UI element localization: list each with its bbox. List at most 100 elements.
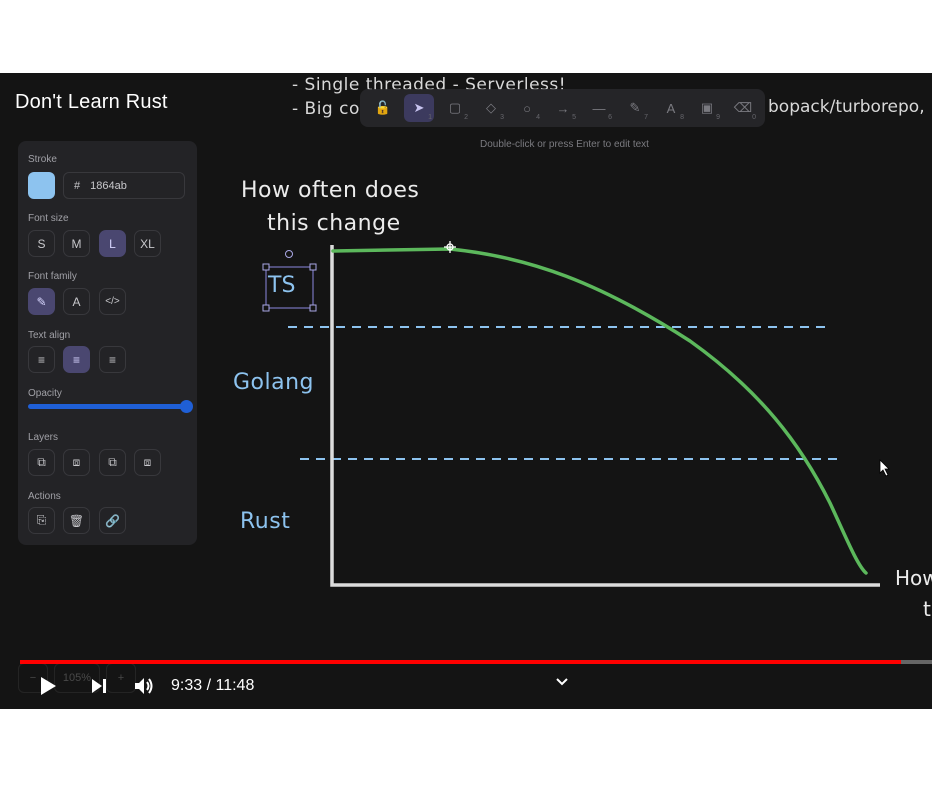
rotate-handle[interactable] — [285, 250, 293, 258]
tool-shortcut-key: 1 — [428, 114, 432, 121]
change-frequency-curve — [331, 247, 868, 575]
scribble-line-2: - Big co — [292, 99, 360, 119]
hex-value: 1864ab — [90, 179, 127, 192]
font-size-xl-button[interactable]: XL — [134, 230, 161, 257]
play-icon[interactable] — [38, 675, 58, 697]
send-to-back-icon: ⧉ — [37, 455, 46, 469]
bring-forward-icon: ⧉ — [108, 455, 117, 469]
text-icon: A — [666, 100, 676, 116]
tool-shortcut-key: 3 — [500, 114, 504, 121]
progress-bar-played — [20, 660, 901, 664]
line-icon: — — [592, 100, 606, 116]
edge-label-2: t — [923, 597, 931, 621]
bring-forward-button[interactable]: ⧉ — [99, 449, 126, 476]
send-backward-button[interactable]: ⧈ — [63, 449, 90, 476]
align-center-button[interactable]: ≡ — [63, 346, 90, 373]
scribble-line-2-end: bopack/turborepo, — [768, 97, 925, 117]
diamond-tool[interactable]: ◇ 3 — [476, 94, 506, 122]
chevron-down-icon[interactable] — [555, 675, 569, 689]
arrow-icon: → — [556, 100, 570, 116]
line-tool[interactable]: —6 — [584, 94, 614, 122]
font-normal-button[interactable]: A — [63, 288, 90, 315]
lock-tool[interactable]: 🔓 — [368, 94, 398, 122]
stroke-color-swatch[interactable] — [28, 172, 55, 199]
code-icon: </> — [105, 296, 120, 307]
stroke-hex-input[interactable]: # 1864ab — [63, 172, 185, 199]
select-tool[interactable]: ➤ 1 — [404, 94, 434, 122]
link-icon: 🔗 — [105, 513, 120, 528]
bring-to-front-icon: ⧈ — [143, 455, 152, 469]
font-size-label: Font size — [28, 213, 69, 224]
eraser-icon: ⌫ — [733, 100, 753, 115]
time-display: 9:33 / 11:48 — [171, 677, 254, 695]
font-hand-drawn-button[interactable]: ✎ — [28, 288, 55, 315]
move-cursor-icon — [444, 241, 456, 253]
mouse-pointer-icon — [879, 459, 890, 477]
pencil-icon: ✎ — [36, 294, 47, 309]
ellipse-tool[interactable]: ○ 4 — [512, 94, 542, 122]
image-tool[interactable]: ▣ 9 — [692, 94, 722, 122]
opacity-slider-track[interactable] — [28, 404, 186, 409]
font-size-s-button[interactable]: S — [28, 230, 55, 257]
tool-shortcut-key: 7 — [644, 114, 648, 121]
player-controls: 9:33 / 11:48 — [0, 669, 932, 703]
tool-shortcut-key: 2 — [464, 114, 468, 121]
font-size-m-button[interactable]: M — [63, 230, 90, 257]
align-right-icon: ≡ — [108, 352, 116, 367]
ts-label[interactable]: TS — [268, 273, 296, 298]
opacity-label: Opacity — [28, 388, 62, 399]
text-align-label: Text align — [28, 330, 71, 341]
resize-handle-br[interactable] — [309, 304, 317, 312]
selection-box[interactable] — [265, 266, 314, 309]
tool-shortcut-key: 9 — [716, 114, 720, 121]
current-time: 9:33 — [171, 677, 203, 694]
arrow-tool[interactable]: → 5 — [548, 94, 578, 122]
pencil-tool[interactable]: ✎ 7 — [620, 94, 650, 122]
layers-label: Layers — [28, 432, 59, 443]
rust-label: Rust — [240, 509, 291, 534]
send-to-back-button[interactable]: ⧉ — [28, 449, 55, 476]
video-player[interactable]: - Single threaded - Serverless! - Big co… — [0, 73, 932, 709]
align-right-button[interactable]: ≡ — [99, 346, 126, 373]
properties-panel: Stroke # 1864ab Font size S M L XL Font … — [18, 141, 197, 545]
bring-to-front-button[interactable]: ⧈ — [134, 449, 161, 476]
select-icon: ➤ — [413, 100, 425, 115]
duplicate-button[interactable]: ⎘ — [28, 507, 55, 534]
actions-label: Actions — [28, 491, 61, 502]
tool-shortcut-key: 0 — [752, 114, 756, 121]
video-title[interactable]: Don't Learn Rust — [15, 91, 168, 113]
axis-label-how-often: How often does this change — [241, 174, 419, 240]
trash-icon: 🗑 — [68, 513, 85, 528]
lock-icon: 🔓 — [374, 100, 392, 115]
tool-shortcut-key: 6 — [608, 114, 612, 121]
align-center-icon: ≡ — [72, 352, 80, 367]
duration: 11:48 — [215, 677, 255, 694]
eraser-tool[interactable]: ⌫ 0 — [728, 94, 758, 122]
drawing-toolbar: 🔓 ➤ 1 ▢ 2 ◇ 3 ○ 4 → 5—6 ✎ 7 A 8 ▣ 9 ⌫ 0 — [360, 89, 765, 127]
axis-label-line-1: How often does — [241, 178, 420, 203]
tool-shortcut-key: 8 — [680, 114, 684, 121]
opacity-slider-handle[interactable] — [180, 400, 193, 413]
axis-label-line-2: this change — [267, 211, 401, 236]
align-left-button[interactable]: ≡ — [28, 346, 55, 373]
rectangle-tool[interactable]: ▢ 2 — [440, 94, 470, 122]
graph-axes — [330, 245, 880, 587]
stroke-label: Stroke — [28, 154, 57, 165]
resize-handle-bl[interactable] — [262, 304, 270, 312]
golang-label: Golang — [233, 370, 315, 395]
volume-icon[interactable] — [133, 676, 155, 696]
tool-shortcut-key: 4 — [536, 114, 540, 121]
next-icon[interactable] — [90, 677, 108, 695]
font-size-l-button[interactable]: L — [99, 230, 126, 257]
font-family-label: Font family — [28, 271, 77, 282]
resize-handle-tl[interactable] — [262, 263, 270, 271]
link-button[interactable]: 🔗 — [99, 507, 126, 534]
edge-label: How — [895, 566, 932, 590]
delete-button[interactable]: 🗑 — [63, 507, 90, 534]
progress-bar[interactable] — [20, 660, 932, 664]
pencil-icon: ✎ — [629, 100, 641, 115]
font-code-button[interactable]: </> — [99, 288, 126, 315]
align-left-icon: ≡ — [37, 352, 45, 367]
resize-handle-tr[interactable] — [309, 263, 317, 271]
